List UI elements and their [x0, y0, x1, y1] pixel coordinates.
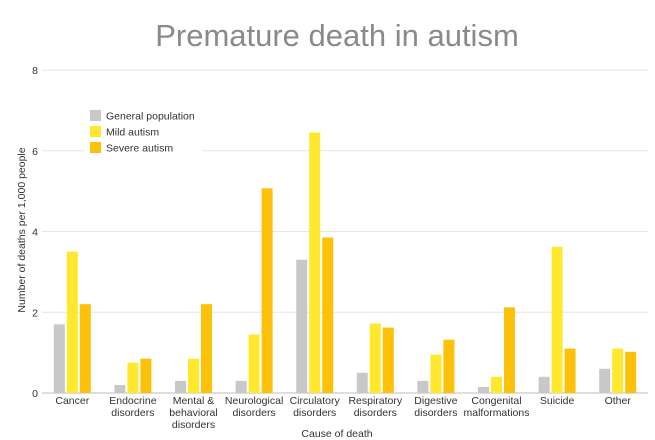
- x-tick-label: Congenital malformations: [464, 395, 530, 419]
- bar: [538, 376, 550, 393]
- x-tick-label: Cancer: [55, 395, 89, 407]
- y-tick-label: 6: [32, 146, 38, 158]
- bar: [235, 380, 247, 393]
- bar: [296, 259, 308, 393]
- x-tick-label: Suicide: [540, 395, 575, 407]
- bar: [175, 380, 186, 393]
- y-tick-label: 0: [32, 388, 38, 400]
- bar: [430, 354, 442, 393]
- legend: General population Mild autism Severe auti…: [84, 105, 202, 159]
- x-tick-label: Neurological disorders: [225, 395, 283, 419]
- bar: [551, 246, 563, 393]
- bar: [504, 307, 515, 393]
- bar: [478, 386, 489, 393]
- bar: [66, 251, 78, 393]
- x-axis-label: Cause of death: [301, 428, 372, 440]
- legend-background: [84, 105, 202, 159]
- bar: [114, 384, 126, 393]
- bar: [127, 362, 139, 393]
- bar: [322, 237, 334, 393]
- bar: [417, 380, 429, 393]
- x-tick-label: Other: [605, 395, 632, 407]
- bar: [53, 324, 65, 393]
- bar: [382, 327, 394, 393]
- bar: [599, 368, 611, 393]
- y-tick-label: 8: [32, 65, 38, 77]
- bar: [309, 132, 321, 394]
- y-axis-label: Number of deaths per 1,000 people: [16, 147, 28, 312]
- y-axis-ticks: 0 2 4 6 8: [32, 65, 38, 400]
- bar: [201, 304, 212, 393]
- legend-label: Mild autism: [106, 127, 159, 139]
- bar: [261, 188, 273, 393]
- bar: [140, 358, 152, 393]
- x-tick-label: Mental & behavioral disorders: [169, 395, 217, 431]
- chart-title: Premature death in autism: [155, 18, 519, 53]
- bar: [188, 358, 199, 393]
- bar: [625, 351, 637, 393]
- bars: [53, 132, 637, 394]
- legend-swatch: [90, 126, 101, 137]
- x-tick-label: Circulatory disorders: [290, 395, 341, 419]
- bar: [564, 348, 576, 393]
- x-tick-label: Respiratory disorders: [348, 395, 402, 419]
- legend-label: Severe autism: [106, 143, 173, 155]
- bar: [612, 348, 624, 393]
- bar: [248, 334, 260, 393]
- x-axis-ticks: Cancer Endocrine disorders Mental & behavior…: [55, 395, 631, 431]
- bar: [443, 339, 455, 393]
- bar: [369, 323, 381, 393]
- legend-swatch: [90, 142, 101, 153]
- bar: [356, 372, 368, 393]
- y-tick-label: 4: [32, 227, 38, 239]
- bar: [491, 376, 502, 393]
- legend-label: General population: [106, 111, 195, 123]
- x-tick-label: Endocrine disorders: [109, 395, 156, 419]
- y-tick-label: 2: [32, 307, 38, 319]
- legend-swatch: [90, 110, 101, 121]
- x-tick-label: Digestive disorders: [414, 395, 457, 419]
- bar: [79, 304, 91, 393]
